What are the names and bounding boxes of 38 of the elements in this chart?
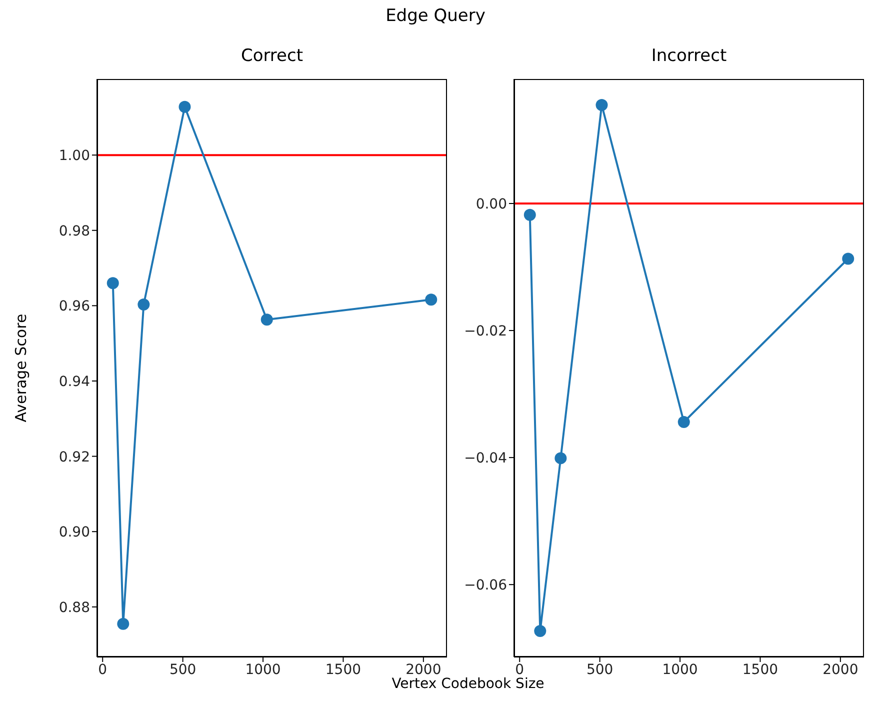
point [117, 618, 130, 630]
y-tick-label: −0.02 [464, 323, 507, 340]
point [534, 624, 546, 637]
y-tick-label: −0.06 [464, 578, 508, 594]
point [554, 452, 567, 464]
chart-title: Correct [240, 46, 304, 66]
point [678, 416, 690, 428]
y-tick-label: 0.88 [58, 600, 90, 616]
x-axis-title: Vertex Codebook Size [390, 676, 546, 692]
point [842, 252, 854, 265]
x-tick-label: 2000 [822, 662, 858, 678]
x-tick-label: 2000 [406, 662, 442, 678]
y-tick-label: 0.90 [58, 524, 90, 541]
text: Edge Query [384, 6, 486, 26]
chart-title: Incorrect [650, 46, 728, 66]
x-tick-label: 0 [515, 662, 524, 678]
x-tick-label: 1000 [245, 662, 281, 678]
point [425, 294, 438, 306]
point [178, 100, 191, 113]
y-tick-label: 0.96 [58, 298, 90, 315]
x-tick-label: 500 [586, 662, 614, 678]
x-tick-label: 500 [169, 662, 196, 678]
y-tick-label: 1.00 [58, 148, 90, 164]
x-tick-label: 1000 [662, 662, 698, 678]
y-tick-label: 0.98 [58, 223, 90, 240]
x-tick-label: 1500 [325, 662, 362, 678]
x-tick-label: 1500 [742, 662, 778, 678]
y-tick-label: 0.92 [58, 449, 90, 466]
y-tick-label: 0.00 [476, 196, 507, 212]
point [138, 298, 150, 311]
point [260, 314, 273, 326]
y-axis-title: Average Score [12, 312, 31, 424]
point [106, 277, 119, 290]
y-tick-label: 0.94 [58, 374, 90, 390]
x-tick-label: 0 [98, 662, 108, 678]
y-tick-label: −0.04 [464, 450, 508, 467]
point [596, 99, 608, 112]
point [524, 208, 536, 221]
